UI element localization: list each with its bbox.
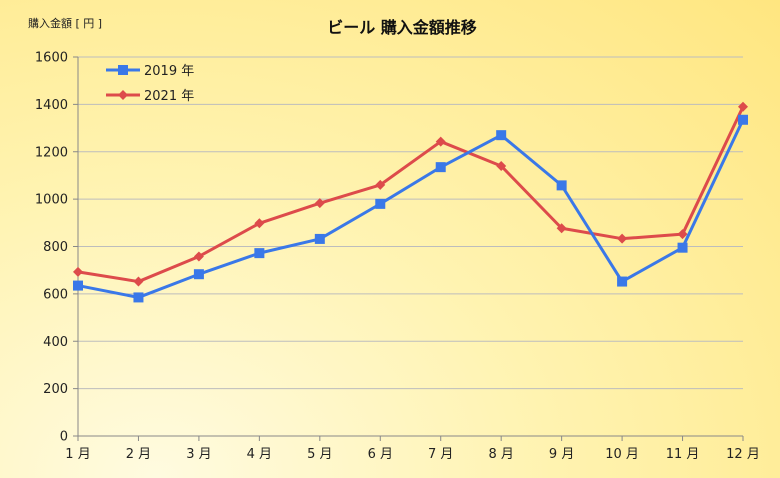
x-tick-label: 7 月 xyxy=(428,447,453,462)
data-point xyxy=(617,276,628,287)
data-point xyxy=(617,233,628,244)
y-tick-label: 200 xyxy=(43,382,68,397)
y-tick-label: 800 xyxy=(43,240,68,255)
data-point xyxy=(254,218,265,229)
x-tick-label: 2 月 xyxy=(126,447,151,462)
data-point xyxy=(496,130,507,141)
data-point xyxy=(435,136,446,147)
series-lines xyxy=(73,101,748,303)
legend-label: 2021 年 xyxy=(144,89,194,104)
x-tick-label: 11 月 xyxy=(666,447,700,462)
data-point xyxy=(73,266,83,277)
y-tick-label: 1200 xyxy=(35,145,68,160)
x-tick-label: 10 月 xyxy=(605,447,639,462)
series-0 xyxy=(73,114,748,303)
x-tick-label: 3 月 xyxy=(186,447,211,462)
series-line xyxy=(77,106,745,284)
data-point xyxy=(677,242,688,253)
data-point xyxy=(496,160,507,171)
x-tick-labels: 1 月 2 月 3 月 4 月 5 月 6 月 7 月 8 月 9 月 10 月 11 月 12 月 xyxy=(65,447,760,462)
x-tick-label: 1 月 xyxy=(65,447,90,462)
data-point xyxy=(677,229,688,240)
series-line xyxy=(77,119,745,299)
x-tick-label: 9 月 xyxy=(549,447,574,462)
y-tick-label: 1000 xyxy=(35,193,68,208)
data-point xyxy=(73,280,83,291)
legend-marker xyxy=(118,90,128,100)
x-tick-label: 8 月 xyxy=(488,447,513,462)
x-tick-label: 12 月 xyxy=(726,447,760,462)
gridlines xyxy=(78,56,743,390)
legend-entry: 2019 年 xyxy=(106,64,194,79)
chart-title: ビール 購入金額推移 xyxy=(327,18,477,37)
y-tick-label: 400 xyxy=(43,335,68,350)
y-tick-label: 0 xyxy=(60,430,68,445)
y-tick-label: 600 xyxy=(43,287,68,302)
y-axis-unit-label: 購入金額 [ 円 ] xyxy=(28,16,102,30)
data-point xyxy=(314,233,325,244)
legend-entry: 2021 年 xyxy=(106,89,194,104)
legend: 2019 年 2021 年 xyxy=(106,64,194,104)
x-tick-label: 5 月 xyxy=(307,447,332,462)
y-tick-label: 1400 xyxy=(35,98,68,113)
data-point xyxy=(375,198,386,209)
data-point xyxy=(193,251,204,262)
y-tick-label: 1600 xyxy=(35,51,68,66)
x-tick-label: 6 月 xyxy=(368,447,393,462)
legend-label: 2019 年 xyxy=(144,64,194,79)
data-point xyxy=(193,269,204,280)
y-tick-labels: 0 200 400 600 800 1000 1200 1400 1600 xyxy=(35,51,68,445)
data-point xyxy=(556,180,567,191)
data-point xyxy=(254,248,265,259)
data-point xyxy=(375,179,386,190)
data-point xyxy=(556,223,567,234)
data-point xyxy=(314,198,325,209)
series-1 xyxy=(73,101,748,287)
data-point xyxy=(133,276,144,287)
x-tick-label: 4 月 xyxy=(247,447,272,462)
data-point xyxy=(133,292,144,303)
data-point xyxy=(738,101,748,112)
legend-marker xyxy=(118,65,128,75)
data-point xyxy=(738,114,748,125)
axes xyxy=(73,56,744,441)
data-point xyxy=(435,162,446,173)
